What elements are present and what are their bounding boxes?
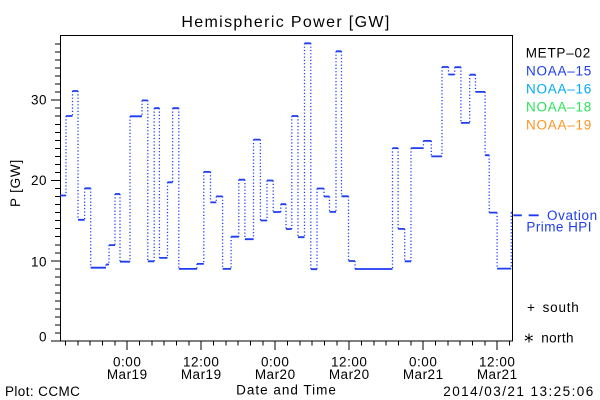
svg-text:30: 30 xyxy=(31,93,47,108)
svg-text:Plot: CCMC: Plot: CCMC xyxy=(5,384,80,399)
svg-text:P [GW]: P [GW] xyxy=(8,159,23,207)
svg-text:12:00: 12:00 xyxy=(183,355,219,370)
svg-text:NOAA–16: NOAA–16 xyxy=(526,82,592,97)
svg-text:12:00: 12:00 xyxy=(331,355,367,370)
svg-text:Mar21: Mar21 xyxy=(477,367,518,382)
svg-text:0: 0 xyxy=(39,330,47,345)
svg-text:2014/03/21 13:25:06: 2014/03/21 13:25:06 xyxy=(443,384,594,399)
svg-text:+: + xyxy=(527,300,535,315)
svg-text:NOAA–15: NOAA–15 xyxy=(526,64,592,79)
svg-text:Ovation: Ovation xyxy=(547,208,598,223)
svg-text:Mar19: Mar19 xyxy=(107,367,148,382)
svg-text:Mar21: Mar21 xyxy=(403,367,444,382)
svg-text:0:00: 0:00 xyxy=(113,355,141,370)
svg-text:METP–02: METP–02 xyxy=(526,46,591,61)
svg-text:Date and Time: Date and Time xyxy=(236,383,337,398)
svg-text:NOAA–18: NOAA–18 xyxy=(526,100,592,115)
svg-text:Mar19: Mar19 xyxy=(181,367,222,382)
svg-text:20: 20 xyxy=(31,173,47,188)
svg-text:10: 10 xyxy=(31,254,47,269)
svg-text:Mar20: Mar20 xyxy=(255,367,296,382)
svg-text:0:00: 0:00 xyxy=(261,355,289,370)
svg-text:12:00: 12:00 xyxy=(479,355,515,370)
svg-text:north: north xyxy=(541,331,574,346)
svg-text:Mar20: Mar20 xyxy=(329,367,370,382)
svg-text:south: south xyxy=(543,300,580,315)
svg-text:Prime HPI: Prime HPI xyxy=(526,219,592,234)
svg-text:Hemispheric Power [GW]: Hemispheric Power [GW] xyxy=(181,14,390,31)
svg-text:0:00: 0:00 xyxy=(409,355,437,370)
svg-text:NOAA–19: NOAA–19 xyxy=(526,118,592,133)
